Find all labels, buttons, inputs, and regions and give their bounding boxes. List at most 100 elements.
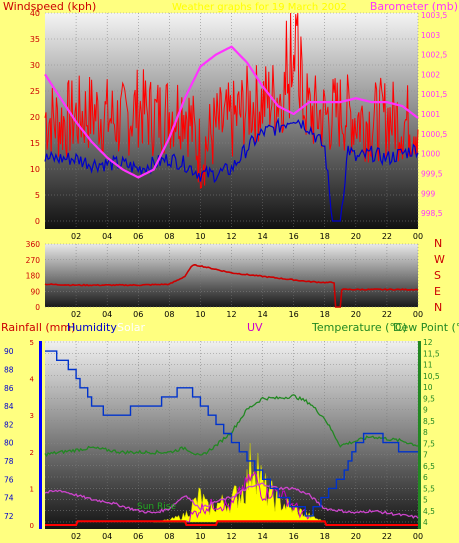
barometer-tick-label: 999,5	[421, 169, 443, 178]
x-tick-label: 04	[102, 310, 112, 319]
x-tick-label: 14	[257, 232, 267, 241]
x-tick-label: 12	[226, 532, 236, 541]
barometer-tick-label: 1000,5	[421, 130, 447, 139]
x-tick-label: 16	[289, 532, 299, 541]
x-tick-label: 20	[351, 310, 361, 319]
temp-tick-label: 7,5	[423, 439, 435, 448]
x-tick-label: 22	[382, 532, 392, 541]
barometer-tick-label: 1003	[421, 31, 440, 40]
x-tick-label: 02	[71, 310, 81, 319]
x-tick-label: 08	[164, 232, 174, 241]
rain-tick-label: 1	[30, 485, 34, 493]
direction-tick-label: 270	[26, 256, 41, 265]
compass-label: W	[434, 253, 445, 266]
temp-tick-label: 10	[423, 383, 433, 392]
x-tick-label: 16	[289, 232, 299, 241]
wind-tick-label: 40	[30, 9, 40, 18]
temp-tick-label: 10,5	[423, 372, 440, 381]
barometer-axis-title: Barometer (mb)	[370, 0, 458, 13]
x-tick-label: 00	[413, 232, 423, 241]
compass-label: N	[434, 301, 442, 314]
direction-tick-label: 0	[35, 303, 40, 312]
wind-direction-series	[44, 263, 419, 308]
x-tick-label: 06	[133, 232, 143, 241]
barometer-tick-label: 1002,5	[421, 51, 447, 60]
rain-tick-label: 0	[30, 522, 34, 530]
rain-tick-label: 5	[30, 339, 34, 347]
x-tick-label: 22	[382, 232, 392, 241]
x-tick-label: 10	[195, 232, 205, 241]
direction-tick-label: 180	[26, 272, 41, 281]
wind-tick-label: 20	[30, 113, 40, 122]
x-tick-label: 06	[133, 310, 143, 319]
solar-series	[153, 443, 325, 523]
humidity-tick-label: 80	[4, 439, 14, 448]
humidity-tick-label: 74	[4, 494, 14, 503]
temp-tick-label: 6,5	[423, 462, 435, 471]
x-tick-label: 14	[257, 310, 267, 319]
humidity-tick-label: 72	[4, 512, 14, 521]
wind-tick-label: 0	[35, 217, 40, 226]
temp-tick-label: 12	[423, 338, 433, 347]
wind-tick-label: 25	[30, 87, 40, 96]
temp-tick-label: 8,5	[423, 417, 435, 426]
barometer-tick-label: 998,5	[421, 209, 443, 218]
x-tick-label: 20	[351, 532, 361, 541]
rainfall-series	[45, 520, 418, 526]
temp-tick-label: 8	[423, 428, 428, 437]
humidity-tick-label: 88	[4, 365, 14, 374]
x-tick-label: 02	[71, 532, 81, 541]
barometer-tick-label: 999	[421, 189, 436, 198]
x-tick-label: 08	[164, 310, 174, 319]
uv-label: UV	[247, 321, 263, 334]
barometer-tick-label: 1001,5	[421, 90, 447, 99]
dewpoint-label: Dew Point (°C)	[393, 321, 459, 334]
x-tick-label: 10	[195, 532, 205, 541]
x-tick-label: 12	[226, 232, 236, 241]
wind-tick-label: 5	[35, 191, 40, 200]
barometer-tick-label: 1001	[421, 110, 440, 119]
x-tick-label: 02	[71, 232, 81, 241]
rainfall-label: Rainfall (mm)	[1, 321, 75, 334]
rain-tick-label: 2	[30, 449, 34, 457]
temp-tick-label: 9,5	[423, 394, 435, 403]
temp-axis-bar	[418, 341, 421, 529]
temperature-label: Temperature (°C)	[311, 321, 407, 334]
humidity-tick-label: 86	[4, 384, 14, 393]
dewpoint-series	[44, 482, 419, 519]
temp-tick-label: 11,5	[423, 349, 440, 358]
x-tick-label: 04	[102, 232, 112, 241]
humidity-tick-label: 76	[4, 475, 14, 484]
humidity-tick-label: 84	[4, 402, 14, 411]
wind-tick-label: 15	[30, 139, 40, 148]
direction-tick-label: 360	[26, 240, 41, 249]
x-tick-label: 18	[320, 532, 330, 541]
temp-tick-label: 7	[423, 451, 428, 460]
wind-tick-label: 10	[30, 165, 40, 174]
direction-tick-label: 90	[30, 287, 40, 296]
temp-tick-label: 5	[423, 496, 428, 505]
x-tick-label: 00	[413, 532, 423, 541]
humidity-series	[45, 350, 418, 517]
x-tick-label: 14	[257, 532, 267, 541]
barometer-tick-label: 1000	[421, 150, 440, 159]
x-tick-label: 18	[320, 310, 330, 319]
compass-label: S	[434, 269, 441, 282]
rain-tick-label: 3	[30, 412, 34, 420]
humidity-tick-label: 78	[4, 457, 14, 466]
humidity-tick-label: 82	[4, 420, 14, 429]
wind-tick-label: 35	[30, 35, 40, 44]
average-wind-series	[44, 117, 419, 222]
x-tick-label: 16	[289, 310, 299, 319]
windspeed-series	[44, 12, 419, 189]
temp-tick-label: 4	[423, 518, 428, 527]
temp-tick-label: 5,5	[423, 484, 435, 493]
wind-tick-label: 30	[30, 61, 40, 70]
x-tick-label: 04	[102, 532, 112, 541]
x-tick-label: 18	[320, 232, 330, 241]
temp-tick-label: 9	[423, 406, 428, 415]
temp-tick-label: 4,5	[423, 507, 435, 516]
barometer-tick-label: 1003,5	[421, 11, 447, 20]
uv-series	[184, 470, 310, 523]
